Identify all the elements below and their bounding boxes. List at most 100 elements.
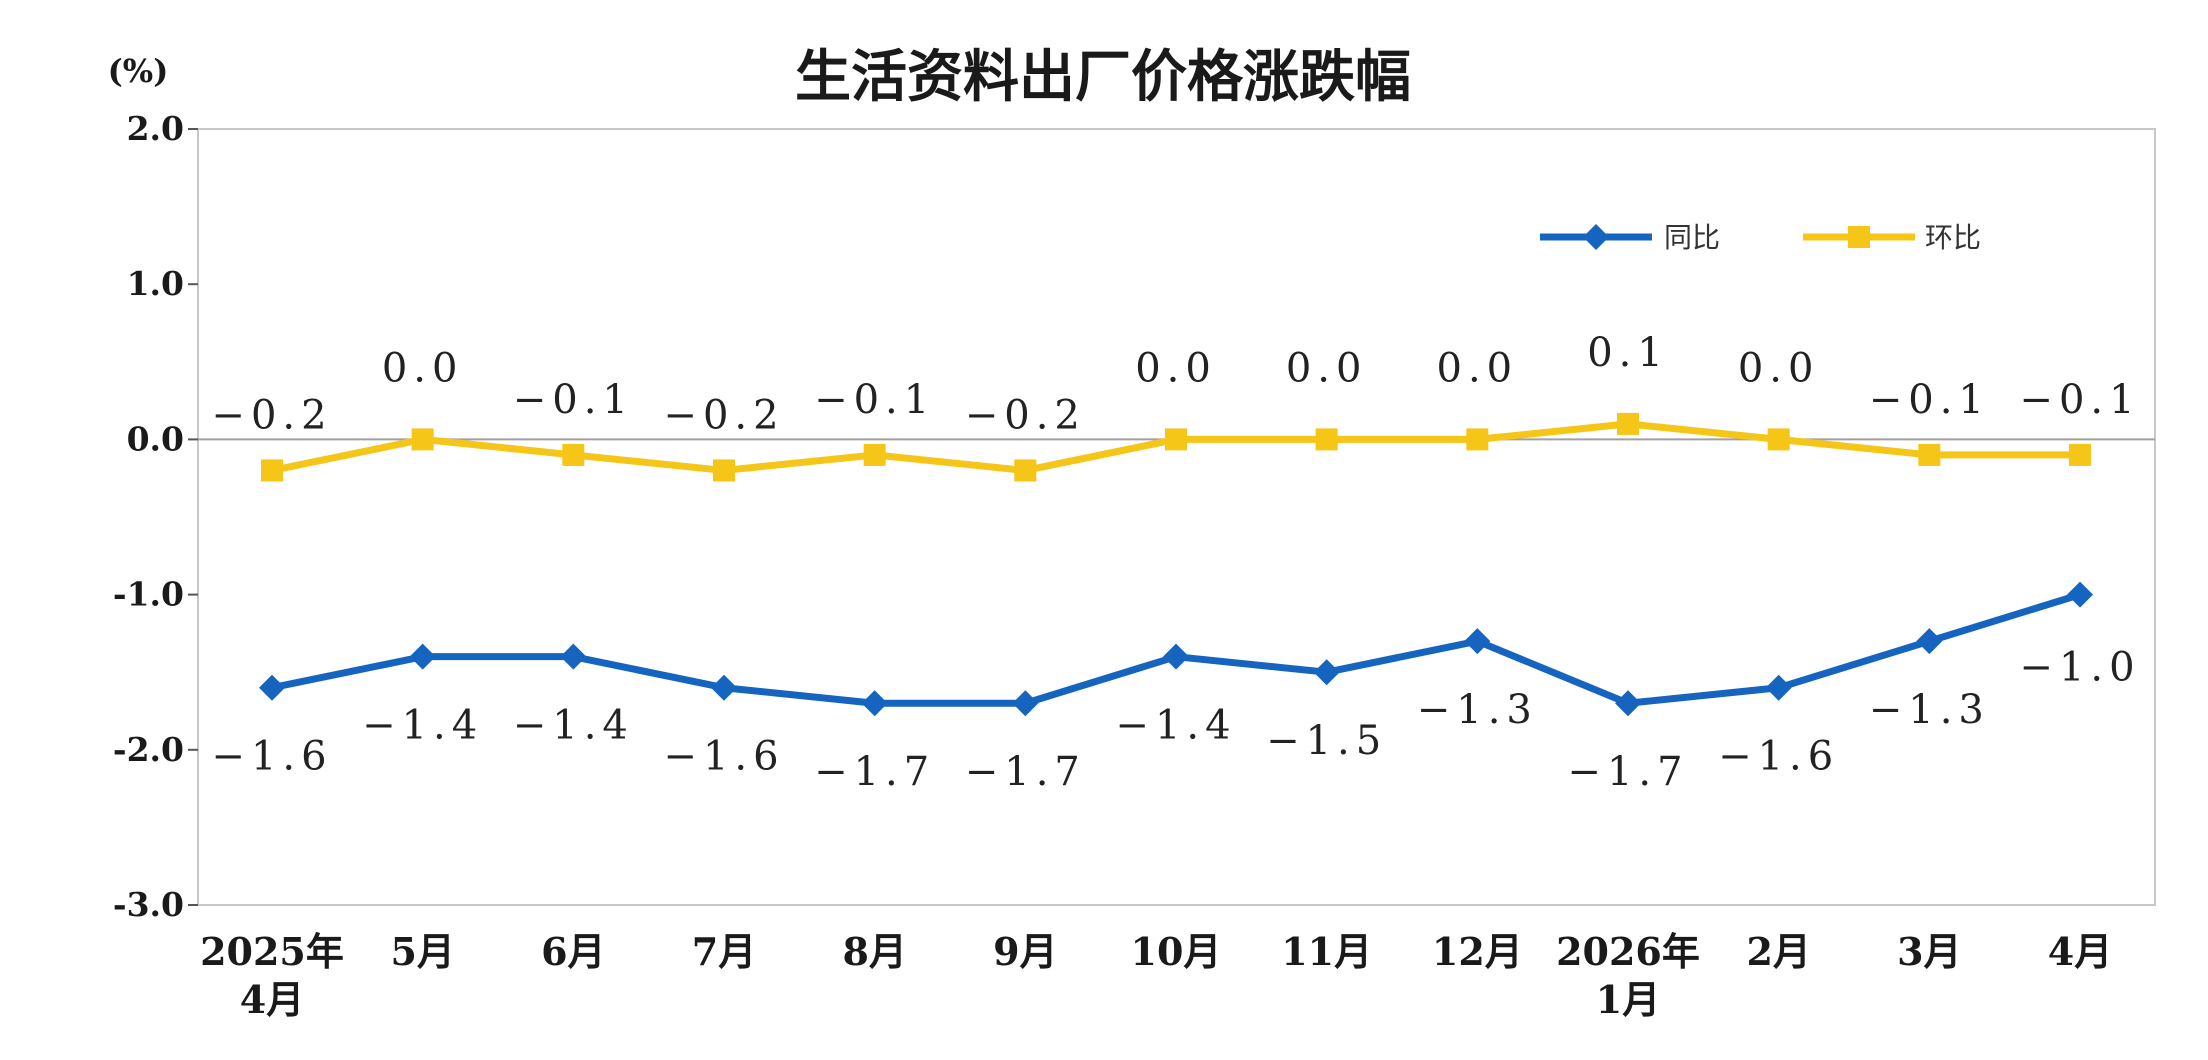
x-tick-label-line: 2月 bbox=[1746, 929, 1810, 974]
data-label-yoy: −1.6 bbox=[663, 734, 784, 780]
legend-item-mom: 环比 bbox=[1803, 221, 1981, 254]
data-point-mom bbox=[1165, 428, 1187, 451]
x-tick-label-line: 6月 bbox=[541, 929, 605, 974]
data-point-mom bbox=[2069, 443, 2091, 466]
plot-area bbox=[197, 128, 2156, 906]
data-label-yoy: −1.7 bbox=[965, 749, 1086, 795]
data-label-mom: 0.0 bbox=[1738, 345, 1820, 391]
x-tick-label: 2025年 4月 bbox=[200, 929, 344, 1022]
data-label-yoy: −1.6 bbox=[211, 734, 332, 780]
legend-marker-mom bbox=[1848, 226, 1870, 248]
y-tick-label: 0.0 bbox=[127, 419, 184, 458]
data-point-mom bbox=[1315, 428, 1338, 451]
data-point-mom bbox=[1014, 459, 1037, 482]
data-point-mom bbox=[562, 443, 585, 466]
x-tick-label-line: 3月 bbox=[1897, 929, 1961, 974]
x-tick-label: 9月 bbox=[993, 929, 1057, 974]
series-lines bbox=[259, 412, 2093, 717]
data-point-mom bbox=[1767, 428, 1790, 451]
data-label-mom: −0.2 bbox=[965, 392, 1086, 438]
x-tick-label-line: 4月 bbox=[240, 977, 304, 1022]
data-label-mom: 0.1 bbox=[1587, 330, 1669, 376]
data-label-mom: 0.0 bbox=[1437, 345, 1519, 391]
x-tick-label-line: 7月 bbox=[692, 929, 756, 974]
data-label-yoy: −1.3 bbox=[1417, 687, 1538, 733]
x-tick-label: 6月 bbox=[541, 929, 605, 974]
legend-marker-yoy bbox=[1583, 224, 1609, 250]
y-tick-label: -2.0 bbox=[113, 730, 184, 769]
data-point-mom bbox=[1617, 412, 1639, 435]
legend-item-yoy: 同比 bbox=[1540, 221, 1720, 254]
x-tick-label-line: 2025年 bbox=[200, 929, 344, 974]
data-label-mom: 0.0 bbox=[382, 345, 464, 391]
data-point-yoy bbox=[1615, 690, 1641, 717]
data-label-yoy: −1.4 bbox=[1115, 703, 1236, 749]
data-point-yoy bbox=[409, 643, 436, 670]
data-label-mom: −0.1 bbox=[814, 377, 935, 423]
data-point-yoy bbox=[1313, 659, 1340, 686]
data-label-yoy: −1.4 bbox=[513, 703, 634, 749]
x-tick-label-line: 5月 bbox=[390, 929, 454, 974]
x-tick-label-line: 11月 bbox=[1281, 929, 1372, 974]
y-axis-ticks: 2.0 1.0 0.0 -1.0 -2.0 -3.0 bbox=[113, 109, 198, 924]
data-point-yoy bbox=[560, 643, 587, 670]
x-tick-label-line: 9月 bbox=[993, 929, 1057, 974]
x-tick-label: 11月 bbox=[1281, 929, 1372, 974]
data-point-mom bbox=[863, 443, 886, 466]
data-label-yoy: −1.4 bbox=[362, 703, 483, 749]
x-tick-label: 12月 bbox=[1432, 929, 1523, 974]
data-point-mom bbox=[261, 459, 283, 482]
data-point-yoy bbox=[2067, 581, 2093, 608]
data-label-yoy: −1.5 bbox=[1266, 718, 1387, 764]
data-point-yoy bbox=[1916, 628, 1943, 655]
data-point-mom bbox=[1466, 428, 1489, 451]
data-point-yoy bbox=[1163, 643, 1189, 670]
data-label-yoy: −1.3 bbox=[1869, 687, 1990, 733]
legend-label-yoy: 同比 bbox=[1664, 221, 1720, 254]
data-point-yoy bbox=[1464, 628, 1491, 655]
data-label-mom: −0.2 bbox=[211, 392, 332, 438]
y-tick-label: -3.0 bbox=[113, 885, 184, 924]
y-tick-label: 1.0 bbox=[127, 264, 184, 303]
x-tick-label: 4月 bbox=[2048, 929, 2112, 974]
data-label-yoy: −1.0 bbox=[2019, 645, 2140, 691]
data-label-mom: 0.0 bbox=[1135, 345, 1217, 391]
legend-label-mom: 环比 bbox=[1925, 221, 1981, 254]
x-tick-label: 10月 bbox=[1131, 929, 1222, 974]
data-label-mom: −0.1 bbox=[513, 377, 634, 423]
data-point-mom bbox=[1918, 443, 1941, 466]
x-tick-label-line: 1月 bbox=[1596, 977, 1660, 1022]
data-label-yoy: −1.7 bbox=[1567, 749, 1688, 795]
legend: 同比 环比 bbox=[1540, 221, 1981, 254]
data-label-yoy: −1.6 bbox=[1718, 734, 1839, 780]
data-label-mom: 0.0 bbox=[1286, 345, 1368, 391]
data-point-yoy bbox=[259, 674, 285, 701]
x-tick-label: 7月 bbox=[692, 929, 756, 974]
y-tick-label: 2.0 bbox=[127, 109, 184, 148]
x-tick-label-line: 4月 bbox=[2048, 929, 2112, 974]
data-label-mom: −0.1 bbox=[1869, 377, 1990, 423]
data-point-mom bbox=[411, 428, 434, 451]
x-tick-label: 2月 bbox=[1746, 929, 1810, 974]
y-axis-unit: (%) bbox=[108, 52, 169, 90]
x-tick-label-line: 10月 bbox=[1131, 929, 1222, 974]
y-tick-label: -1.0 bbox=[113, 575, 184, 614]
data-point-yoy bbox=[1012, 690, 1039, 717]
x-tick-label-line: 12月 bbox=[1432, 929, 1523, 974]
x-tick-label: 2026年 1月 bbox=[1556, 929, 1700, 1022]
x-tick-label: 8月 bbox=[842, 929, 906, 974]
x-tick-label: 3月 bbox=[1897, 929, 1961, 974]
data-point-yoy bbox=[1765, 674, 1792, 701]
chart-title: 生活资料出厂价格涨跌幅 bbox=[795, 45, 1411, 110]
x-tick-label-line: 2026年 bbox=[1556, 929, 1700, 974]
data-point-mom bbox=[713, 459, 735, 482]
data-labels: −1.6 −1.4 −1.4 −1.6 −1.7 −1.7 −1.4 −1.5 −1.3 −1.7… bbox=[211, 330, 2140, 795]
data-label-yoy: −1.7 bbox=[814, 749, 935, 795]
data-point-yoy bbox=[861, 690, 888, 717]
data-label-mom: −0.1 bbox=[2019, 377, 2140, 423]
data-point-yoy bbox=[711, 674, 737, 701]
x-tick-label: 5月 bbox=[390, 929, 454, 974]
data-label-mom: −0.2 bbox=[663, 392, 784, 438]
